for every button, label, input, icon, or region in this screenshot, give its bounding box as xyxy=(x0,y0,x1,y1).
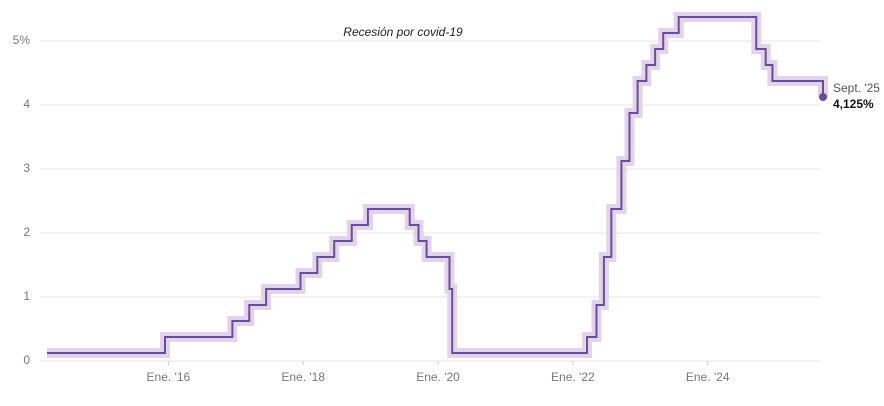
x-tick-label: Ene. '16 xyxy=(147,370,191,384)
y-tick-label: 0 xyxy=(23,353,30,367)
x-tick-label: Ene. '22 xyxy=(551,370,595,384)
y-tick-label: 3 xyxy=(23,161,30,175)
x-tick-label: Ene. '20 xyxy=(416,370,460,384)
range-band xyxy=(47,12,828,358)
x-tick-label: Ene. '24 xyxy=(686,370,730,384)
rate-line xyxy=(47,16,824,354)
y-tick-label: 1 xyxy=(23,289,30,303)
annotation: Recesión por covid-19 xyxy=(343,25,463,39)
y-tick-label: 4 xyxy=(23,97,30,111)
y-tick-label: 2 xyxy=(23,225,30,239)
end-point xyxy=(818,93,827,101)
end-date-label: Sept. '25 xyxy=(833,81,880,95)
end-value-label: 4,125% xyxy=(833,97,874,111)
y-tick-label: 5% xyxy=(13,33,31,47)
x-tick-label: Ene. '18 xyxy=(281,370,325,384)
